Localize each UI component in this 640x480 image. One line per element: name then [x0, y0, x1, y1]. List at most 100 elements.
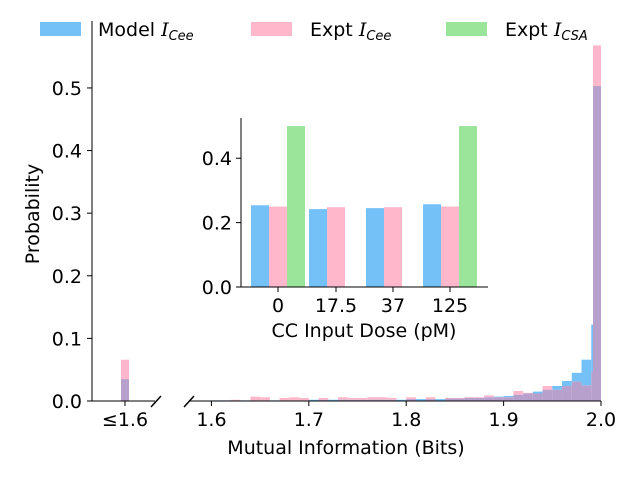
main-bar-26-overlap: [464, 397, 475, 401]
inset-bar-model_cee-17.5: [309, 209, 327, 287]
main-bar-17-excess: [376, 397, 387, 400]
main-bar-20-overlap: [406, 399, 416, 401]
main-bar-15-excess: [357, 397, 368, 400]
inset-x-tick-label: 17.5: [315, 295, 357, 317]
main-x-tick-label: 2.0: [586, 409, 616, 431]
main-y-tick-label: 0.3: [52, 203, 82, 225]
legend-item-model-cee: Model ICee: [40, 19, 194, 44]
main-bar-13-excess: [338, 397, 348, 400]
legend-swatch-model-cee: [40, 22, 81, 36]
main-bar-16-overlap: [367, 399, 377, 401]
main-bar-26-excess: [464, 397, 475, 398]
main-bar-31-excess: [513, 390, 524, 395]
main-plot-bars: [121, 45, 601, 402]
main-bar-4-excess: [250, 396, 261, 401]
main-x-tick-label: 1.6: [196, 409, 226, 431]
main-bar-29-overlap: [493, 397, 504, 401]
main-bar-32-excess: [523, 392, 533, 394]
main-x-tick-label-left: ≤1.6: [102, 409, 148, 431]
inset-bar-model_cee-37: [366, 208, 384, 287]
main-y-axis-label: Probability: [22, 164, 44, 264]
main-bar-38-overlap: [581, 385, 592, 401]
inset-bar-model_cee-0: [251, 205, 269, 287]
main-bar-12-excess: [328, 399, 339, 401]
main-bar-19-excess: [396, 399, 407, 401]
legend-item-expt-cee: Expt ICee: [251, 19, 391, 44]
main-bar-15-overlap: [357, 399, 368, 401]
axis-break-mark-left: [150, 395, 162, 408]
inset-bar-expt_csa-125: [459, 126, 477, 287]
inset-y-tick-label: 0.2: [202, 213, 232, 235]
inset-x-axis-label: CC Input Dose (pM): [272, 320, 457, 342]
legend-item-expt-csa: Expt ICSA: [446, 19, 588, 44]
main-bar-37-excess: [571, 372, 582, 382]
main-bar-17-overlap: [376, 399, 387, 401]
main-bar-30-overlap: [503, 397, 514, 401]
main-bar-18-overlap: [386, 399, 397, 401]
main-plot-axes: 0.0 0.1 0.2 0.3 0.4 0.5 ≤1.6 1.6 1.7 1.8 1.9 2.0: [52, 21, 616, 431]
main-x-tick-label: 1.9: [488, 409, 518, 431]
main-bar-25-excess: [454, 397, 465, 399]
main-bar-18-excess: [386, 397, 397, 400]
main-x-tick-label: 1.8: [391, 409, 421, 431]
main-y-tick-label: 0.5: [52, 78, 82, 100]
main-bar-33-excess: [532, 391, 543, 394]
inset-plot-bars: [251, 126, 477, 287]
main-bar-31-overlap: [513, 394, 524, 401]
main-bar-2-excess: [230, 399, 241, 401]
inset-x-tick-label: 0: [272, 295, 284, 317]
main-bar-le16-overlap: [121, 379, 129, 401]
axis-break-mark-right: [183, 395, 195, 408]
main-bar-35-excess: [552, 385, 563, 390]
main-bar-22-overlap: [425, 399, 436, 401]
legend-swatch-expt-cee: [251, 22, 292, 36]
main-bar-23-excess: [435, 399, 446, 401]
main-bar-35-overlap: [552, 389, 563, 401]
inset-y-tick-label: 0.0: [202, 277, 232, 299]
main-bar-11-overlap: [318, 399, 329, 401]
main-bar-le16-excess: [121, 359, 129, 380]
main-bar-28-excess: [484, 395, 494, 398]
main-bar-11-excess: [318, 397, 329, 400]
legend-label-expt-csa: Expt ICSA: [505, 19, 588, 44]
main-bar-32-overlap: [523, 393, 533, 401]
main-bar-22-excess: [425, 397, 436, 400]
main-bar-14-excess: [347, 397, 358, 400]
main-bar-8-excess: [289, 397, 300, 401]
main-bar-20-excess: [406, 397, 416, 400]
main-bar-9-excess: [299, 397, 309, 401]
main-bar-34-excess: [542, 385, 553, 390]
main-bar-14-overlap: [347, 399, 358, 401]
inset-bar-expt_csa-0: [287, 126, 305, 287]
legend-label-expt-cee: Expt ICee: [310, 19, 391, 44]
main-bar-10-excess: [308, 399, 319, 401]
inset-bar-expt_cee-17.5: [327, 207, 345, 287]
main-bar-34-overlap: [542, 389, 553, 401]
main-bar-27-excess: [474, 397, 485, 398]
legend-swatch-expt-csa: [446, 22, 487, 36]
inset-plot-axes: 0.0 0.2 0.4 0 17.5 37 125: [202, 118, 488, 317]
inset-bar-expt_cee-125: [441, 206, 459, 287]
main-bar-13-overlap: [338, 399, 348, 401]
main-bar-36-overlap: [562, 385, 572, 401]
inset-bar-expt_cee-0: [269, 206, 287, 287]
main-bar-29-excess: [493, 396, 504, 398]
legend-label-model-cee: Model ICee: [98, 19, 194, 44]
main-bar-24-excess: [445, 397, 455, 399]
main-bar-25-overlap: [454, 398, 465, 401]
main-y-tick-label: 0.2: [52, 266, 82, 288]
main-bar-last-excess: [593, 45, 601, 87]
main-bar-37-overlap: [571, 381, 582, 401]
inset-bar-model_cee-125: [423, 204, 441, 287]
main-bar-24-overlap: [445, 398, 455, 401]
main-bar-30-excess: [503, 395, 514, 398]
main-bar-16-excess: [367, 397, 377, 400]
main-x-axis-label: Mutual Information (Bits): [227, 437, 464, 459]
main-bar-last-overlap: [593, 86, 601, 402]
main-bar-21-excess: [415, 399, 426, 401]
inset-y-tick-label: 0.4: [202, 148, 232, 170]
main-y-tick-label: 0.4: [52, 141, 82, 163]
main-bar-28-overlap: [484, 397, 494, 401]
main-bar-7-excess: [279, 397, 290, 401]
